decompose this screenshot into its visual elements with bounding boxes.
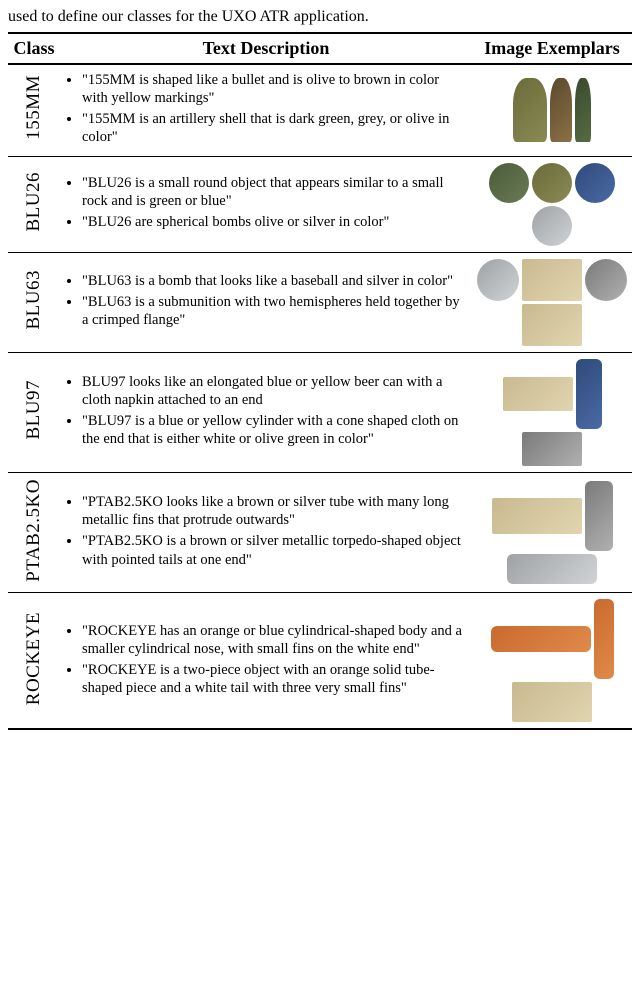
exemplar-cell [472,252,632,352]
description-bullet: "155MM is shaped like a bullet and is ol… [82,71,468,107]
table-header-row: Class Text Description Image Exemplars [8,33,632,64]
exemplar-swatch [532,163,572,203]
description-list: BLU97 looks like an elongated blue or ye… [64,373,468,449]
description-bullet: "BLU26 are spherical bombs olive or silv… [82,213,468,231]
exemplar-cell [472,593,632,730]
exemplar-cell [472,156,632,252]
exemplar-swatch [477,259,519,301]
class-label: BLU63 [23,270,45,330]
description-bullet: "ROCKEYE is a two-piece object with an o… [82,661,468,697]
exemplar-grid [476,259,628,346]
description-bullet: "BLU63 is a bomb that looks like a baseb… [82,272,468,290]
class-cell: ROCKEYE [8,593,60,730]
class-label: 155MM [23,75,45,140]
exemplar-swatch [492,498,582,534]
exemplar-grid [476,481,628,584]
table-row: 155MM "155MM is shaped like a bullet and … [8,64,632,156]
class-label: BLU26 [23,172,45,232]
exemplar-swatch [513,78,547,142]
description-cell: "ROCKEYE has an orange or blue cylindric… [60,593,472,730]
exemplar-grid [476,599,628,722]
class-label: BLU97 [23,380,45,440]
description-bullet: "155MM is an artillery shell that is dar… [82,110,468,146]
description-bullet: "BLU26 is a small round object that appe… [82,174,468,210]
description-bullet: "BLU97 is a blue or yellow cylinder with… [82,412,468,448]
table-row: ROCKEYE "ROCKEYE has an orange or blue cy… [8,593,632,730]
class-cell: 155MM [8,64,60,156]
description-cell: "BLU63 is a bomb that looks like a baseb… [60,252,472,352]
exemplar-cell [472,64,632,156]
exemplar-swatch [491,626,591,652]
class-cell: BLU63 [8,252,60,352]
class-label: ROCKEYE [23,612,45,705]
description-cell: "BLU26 is a small round object that appe… [60,156,472,252]
exemplar-swatch [522,259,582,301]
description-cell: "155MM is shaped like a bullet and is ol… [60,64,472,156]
exemplar-grid [476,78,628,142]
description-bullet: "PTAB2.5KO looks like a brown or silver … [82,493,468,529]
exemplar-swatch [576,359,602,429]
table-row: BLU63 "BLU63 is a bomb that looks like a … [8,252,632,352]
header-desc: Text Description [60,33,472,64]
uxo-class-table: Class Text Description Image Exemplars 1… [8,32,632,730]
description-bullet: "ROCKEYE has an orange or blue cylindric… [82,622,468,658]
class-cell: BLU26 [8,156,60,252]
exemplar-swatch [512,682,592,722]
description-list: "BLU26 is a small round object that appe… [64,174,468,231]
exemplar-grid [476,163,628,246]
class-label: PTAB2.5KO [23,479,45,582]
description-cell: BLU97 looks like an elongated blue or ye… [60,352,472,472]
exemplar-swatch [522,304,582,346]
exemplar-swatch [550,78,572,142]
exemplar-swatch [594,599,614,679]
table-row: BLU97 BLU97 looks like an elongated blue … [8,352,632,472]
exemplar-swatch [575,78,591,142]
description-list: "155MM is shaped like a bullet and is ol… [64,71,468,147]
exemplar-grid [476,359,628,466]
exemplar-swatch [532,206,572,246]
description-list: "ROCKEYE has an orange or blue cylindric… [64,622,468,698]
exemplar-swatch [507,554,597,584]
exemplar-cell [472,352,632,472]
description-cell: "PTAB2.5KO looks like a brown or silver … [60,472,472,593]
description-list: "BLU63 is a bomb that looks like a baseb… [64,272,468,329]
description-bullet: BLU97 looks like an elongated blue or ye… [82,373,468,409]
exemplar-swatch [489,163,529,203]
exemplar-swatch [575,163,615,203]
table-row: BLU26 "BLU26 is a small round object that… [8,156,632,252]
description-list: "PTAB2.5KO looks like a brown or silver … [64,493,468,569]
class-cell: PTAB2.5KO [8,472,60,593]
exemplar-swatch [585,481,613,551]
exemplar-swatch [503,377,573,411]
exemplar-swatch [585,259,627,301]
exemplar-cell [472,472,632,593]
table-row: PTAB2.5KO "PTAB2.5KO looks like a brown o… [8,472,632,593]
description-bullet: "BLU63 is a submunition with two hemisph… [82,293,468,329]
header-class: Class [8,33,60,64]
exemplar-swatch [522,432,582,466]
caption-text: used to define our classes for the UXO A… [8,8,632,26]
class-cell: BLU97 [8,352,60,472]
description-bullet: "PTAB2.5KO is a brown or silver metallic… [82,532,468,568]
header-img: Image Exemplars [472,33,632,64]
